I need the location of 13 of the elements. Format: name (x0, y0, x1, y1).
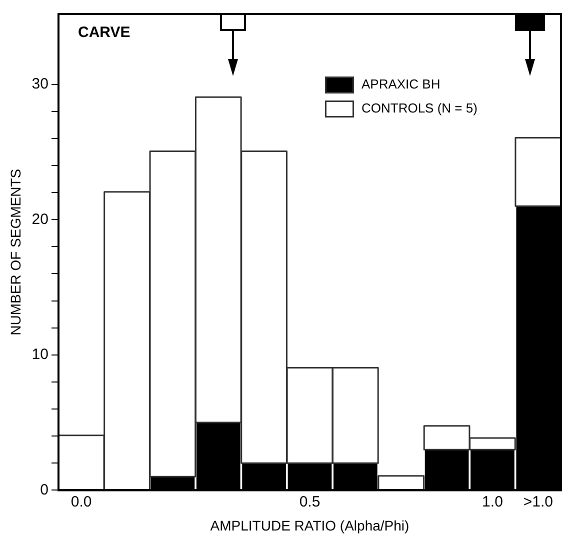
legend-label: APRAXIC BH (361, 76, 440, 92)
y-axis-title: NUMBER OF SEGMENTS (7, 168, 24, 336)
legend-label: CONTROLS (N = 5) (361, 100, 478, 116)
x-tick-label: 0.0 (70, 493, 92, 510)
y-tick-label: 10 (32, 346, 48, 364)
x-tick-label: 1.0 (482, 493, 503, 510)
x-tick-label: >1.0 (523, 493, 553, 510)
x-tick-label: 0.5 (299, 493, 320, 510)
text: CARVE (78, 24, 130, 41)
y-tick-label: 20 (32, 210, 48, 228)
y-tick-label: 0 (40, 481, 48, 498)
x-axis-title: AMPLITUDE RATIO (Alpha/Phi) (210, 517, 410, 534)
y-tick-label: 30 (32, 75, 48, 92)
